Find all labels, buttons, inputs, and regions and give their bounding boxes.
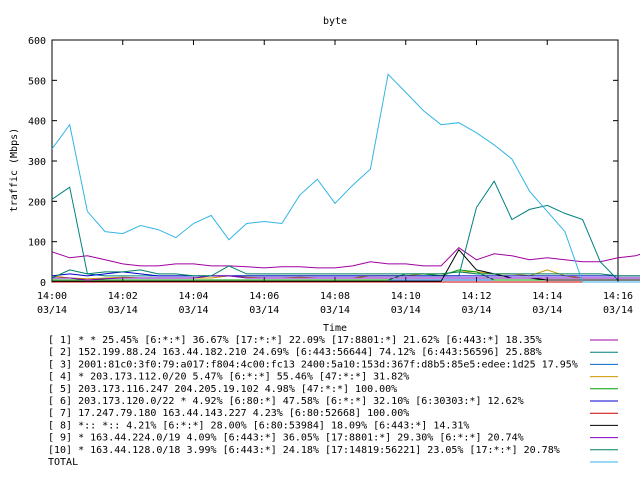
legend-label: [ 4] * 203.173.112.0/20 5.47% [6:*:*] 55… [48,372,409,383]
plot-frame [51,39,619,283]
y-tick-label: 600 [28,36,46,47]
legend-label: [ 1] * * 25.45% [6:*:*] 36.67% [17:*:*] … [48,335,542,346]
x-tick-time: 14:12 [461,291,491,302]
y-tick-label: 400 [28,117,46,128]
series-line-1 [51,247,640,269]
x-tick-time: 14:10 [391,291,421,302]
chart-title: byte [323,16,347,27]
y-tick-label: 300 [28,157,46,168]
x-tick-date: 03/14 [603,305,633,316]
x-tick-date: 03/14 [178,305,208,316]
x-tick-date: 03/14 [461,305,491,316]
legend-label: [10] * 163.44.128.0/18 3.99% [6:443:*] 2… [48,445,560,456]
x-tick-date: 03/14 [249,305,279,316]
x-axis-label: Time [323,323,347,334]
x-tick-time: 14:08 [320,291,350,302]
legend-label: [ 2] 152.199.88.24 163.44.182.210 24.69%… [48,347,542,358]
x-tick-time: 14:14 [532,291,562,302]
series-line-11 [51,73,640,283]
x-tick-date: 03/14 [532,305,562,316]
legend-label: [ 9] * 163.44.224.0/19 4.09% [6:443:*] 3… [48,433,524,444]
x-tick-date: 03/14 [37,305,67,316]
legend-label: TOTAL [48,457,78,468]
series-line-8 [52,248,640,282]
x-tick-date: 03/14 [320,305,350,316]
series-line-9 [52,275,640,281]
y-tick-label: 0 [40,278,46,289]
series-line-10 [51,265,640,279]
legend-label: [ 7] 17.247.79.180 163.44.143.227 4.23% … [48,408,409,419]
x-tick-date: 03/14 [108,305,138,316]
x-tick-time: 14:06 [249,291,279,302]
x-tick-time: 14:00 [37,291,67,302]
y-tick-label: 100 [28,238,46,249]
x-tick-time: 14:04 [178,291,208,302]
y-tick-label: 500 [28,76,46,87]
y-tick-label: 200 [28,197,46,208]
x-tick-time: 14:16 [603,291,633,302]
y-axis-label: traffic (Mbps) [9,128,20,212]
legend-label: [ 3] 2001:81c0:3f0:79:a017:f804:4c00:fc1… [48,359,578,370]
legend-label: [ 5] 203.173.116.247 204.205.19.102 4.98… [48,384,397,395]
x-tick-time: 14:02 [108,291,138,302]
x-tick-date: 03/14 [391,305,421,316]
legend-label: [ 6] 203.173.120.0/22 * 4.92% [6:80:*] 4… [48,396,524,407]
legend-label: [ 8] *:: *:: 4.21% [6:*:*] 28.00% [6:80:… [48,420,469,431]
